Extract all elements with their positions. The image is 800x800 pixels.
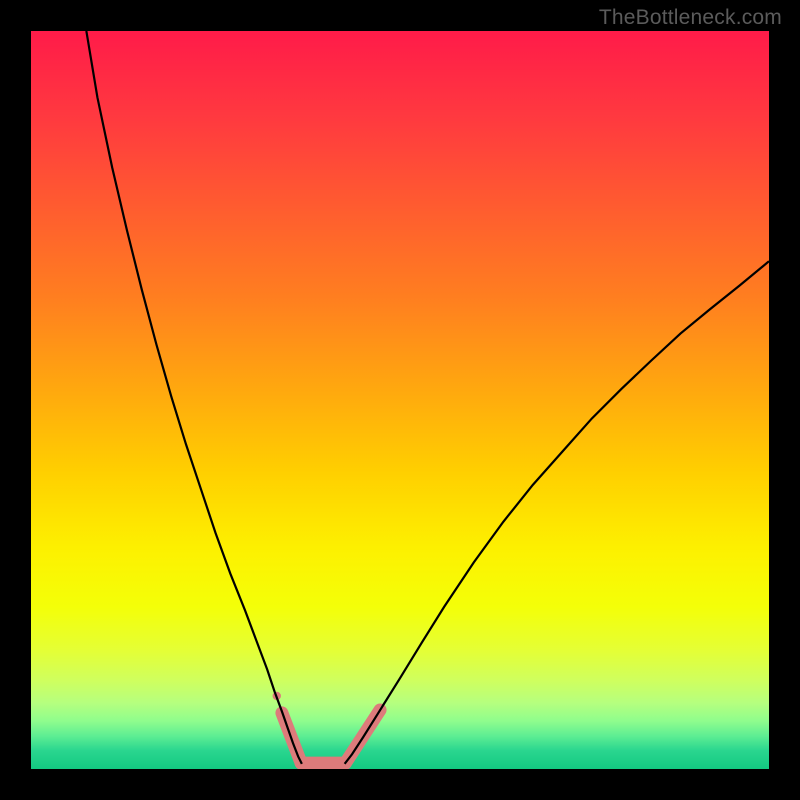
chart-background bbox=[31, 31, 769, 769]
chart-frame: TheBottleneck.com bbox=[0, 0, 800, 800]
bottleneck-chart bbox=[31, 31, 769, 769]
watermark-text: TheBottleneck.com bbox=[599, 6, 782, 30]
